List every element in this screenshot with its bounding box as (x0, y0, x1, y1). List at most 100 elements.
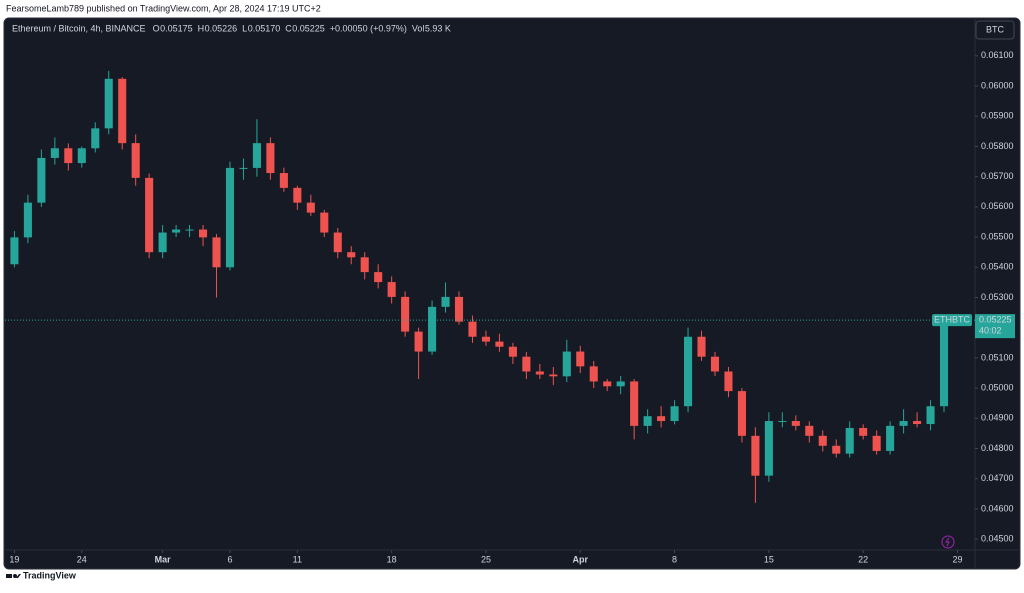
candle-body (172, 229, 181, 233)
x-tick-label: 24 (77, 554, 87, 564)
legend-o: 0.05175 (160, 23, 193, 33)
candle-body (428, 306, 437, 352)
candle-body (710, 356, 720, 372)
lightning-glyph (945, 537, 950, 547)
candle-body (199, 229, 208, 238)
candle-body (441, 296, 450, 307)
candle-body (832, 445, 841, 454)
candle-body (872, 435, 881, 451)
candle-body (333, 232, 342, 253)
y-tick-label: 0.05900 (981, 111, 1014, 121)
y-tick-label: 0.04900 (981, 413, 1014, 423)
candle-body (737, 391, 746, 436)
y-tick-label: 0.04700 (981, 473, 1014, 483)
candle-body (535, 371, 544, 375)
candle-body (454, 296, 464, 322)
candle-body (643, 416, 652, 426)
y-tick-label: 0.05700 (981, 171, 1014, 181)
x-tick-label: 6 (227, 554, 232, 564)
legend-l: 0.05170 (248, 23, 281, 33)
candle-body (549, 374, 558, 377)
y-tick-label: 0.05800 (981, 141, 1014, 151)
candle-body (266, 143, 275, 174)
candle-body (468, 321, 477, 337)
x-tick-label: 25 (481, 554, 491, 564)
candle-body (630, 381, 639, 426)
lightning-icon[interactable] (941, 535, 955, 549)
y-tick-label: 0.05500 (981, 231, 1014, 241)
symbol-tag (932, 314, 972, 327)
legend-c: 0.05225 (292, 23, 325, 33)
candle-body (91, 128, 100, 149)
y-tick-label: 0.04500 (981, 534, 1014, 544)
candle-body (859, 427, 868, 436)
y-tick-label: 0.05300 (981, 292, 1014, 302)
candle-body (185, 229, 194, 231)
candle-body (131, 143, 140, 178)
footer-logo: TradingView (6, 570, 77, 580)
legend: Ethereum / Bitcoin, 4h, BINANCE O 0.05175 H… (12, 23, 451, 33)
candle-body (508, 346, 517, 357)
symbol-label: ETHBTC (934, 315, 971, 325)
candle-body (225, 167, 235, 268)
candle-body (481, 336, 490, 342)
x-tick-label: Mar (155, 554, 172, 564)
footer: TradingView (23, 570, 77, 580)
legend-c-label: C (285, 23, 292, 33)
header: FearsomeLamb789 published on TradingView… (6, 3, 321, 13)
y-tick-label: 0.06000 (981, 80, 1014, 90)
legend-change: +0.00050 (+0.97%) (330, 23, 407, 33)
y-tick-label: 0.04600 (981, 503, 1014, 513)
candle-body (495, 341, 504, 347)
legend-o-label: O (153, 23, 160, 33)
y-tick-label: 0.05600 (981, 201, 1014, 211)
candle-body (37, 157, 46, 203)
candle-body (77, 148, 86, 164)
candle-body (239, 167, 248, 169)
candle-body (845, 427, 854, 454)
candle-body (899, 421, 908, 426)
candle-body (764, 421, 773, 476)
candle-body (23, 202, 32, 238)
candle-body (347, 252, 356, 258)
candle-body (158, 232, 167, 253)
candle-body (818, 435, 827, 446)
candle-body (805, 425, 814, 436)
candle-body (10, 237, 19, 265)
x-tick-label: 8 (672, 554, 677, 564)
candle-body (212, 237, 221, 268)
currency-button[interactable] (975, 20, 1015, 40)
candle-body (414, 331, 423, 352)
legend-h: 0.05226 (205, 23, 238, 33)
candle-body (576, 351, 585, 367)
candle-body (374, 272, 383, 283)
candle-body (252, 143, 261, 168)
candle-body (926, 406, 935, 425)
candle-body (670, 406, 679, 422)
candle-body (118, 78, 127, 144)
candle-body (751, 435, 760, 476)
y-tick-label: 0.05400 (981, 262, 1014, 272)
x-tick-label: 19 (9, 554, 19, 564)
candle-body (562, 351, 571, 377)
candle-body (360, 257, 369, 273)
candle-body (104, 78, 113, 129)
candle-body (913, 421, 922, 425)
candle-body (778, 421, 787, 423)
price-tag (975, 314, 1015, 339)
candle-body (657, 416, 666, 422)
x-tick-label: Apr (573, 554, 589, 564)
candle-body (64, 148, 73, 164)
countdown: 40:02 (979, 326, 1002, 336)
candle-body (279, 173, 288, 188)
candle-body (145, 177, 154, 253)
candle-body (791, 421, 800, 426)
price-tag-label: 0.05225 (979, 315, 1012, 325)
candle-body (697, 336, 706, 357)
x-tick-label: 15 (764, 554, 774, 564)
currency-label[interactable]: BTC (986, 24, 1005, 34)
candle-body (320, 212, 329, 233)
candle-body (684, 336, 693, 407)
candle-body (401, 296, 410, 332)
